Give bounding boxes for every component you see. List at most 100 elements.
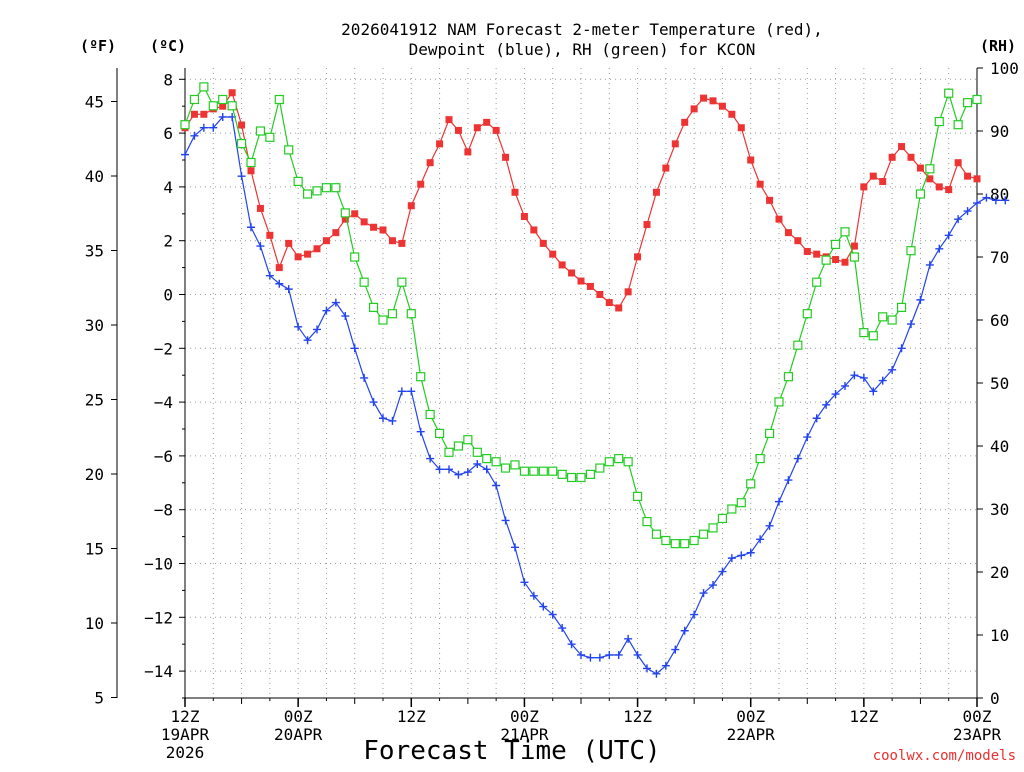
x-tick-label-time: 00Z bbox=[284, 707, 313, 726]
x-tick-label-time: 12Z bbox=[397, 707, 426, 726]
rh-point bbox=[896, 302, 907, 312]
temperature-point bbox=[454, 126, 462, 134]
dewpoint-point bbox=[407, 387, 416, 396]
rh-tick-label: 50 bbox=[990, 374, 1009, 393]
dewpoint-point bbox=[963, 207, 972, 216]
rh-point bbox=[595, 463, 605, 473]
rh-point bbox=[576, 472, 586, 483]
rh-point bbox=[717, 513, 728, 524]
dewpoint-point bbox=[671, 645, 680, 654]
dewpoint-point bbox=[841, 381, 849, 390]
dewpoint-point bbox=[633, 650, 642, 659]
temperature-point bbox=[916, 164, 924, 172]
dewpoint-point bbox=[737, 551, 746, 560]
rh-point bbox=[265, 132, 275, 142]
rh-point bbox=[293, 176, 303, 186]
rh-point bbox=[755, 454, 765, 464]
rh-tick-label: 40 bbox=[990, 437, 1009, 456]
celsius-tick-label: 2 bbox=[163, 232, 173, 251]
temperature-point bbox=[935, 183, 943, 191]
x-tick-label-time: 12Z bbox=[849, 707, 878, 726]
rh-point bbox=[774, 397, 784, 407]
dewpoint-point bbox=[784, 476, 793, 485]
dewpoint-point bbox=[859, 373, 868, 382]
dewpoint-point bbox=[793, 454, 802, 463]
dewpoint-point bbox=[907, 320, 915, 329]
rh-tick-label: 10 bbox=[990, 626, 1009, 645]
dewpoint-point bbox=[916, 295, 925, 304]
temperature-point bbox=[200, 110, 208, 118]
temperature-point bbox=[530, 226, 538, 234]
fahrenheit-tick-label: 25 bbox=[85, 391, 104, 410]
rh-point bbox=[350, 252, 360, 262]
rh-point bbox=[444, 447, 454, 457]
dewpoint-point bbox=[822, 400, 831, 409]
rh-point bbox=[887, 315, 897, 325]
dewpoint-point bbox=[360, 373, 369, 382]
temperature-point bbox=[464, 148, 472, 156]
rh-point bbox=[246, 157, 256, 168]
temperature-point bbox=[624, 288, 632, 296]
temperature-point bbox=[803, 247, 811, 255]
temperature-point bbox=[407, 202, 415, 210]
rh-point bbox=[793, 340, 803, 350]
dewpoint-point bbox=[709, 581, 717, 590]
rh-point bbox=[274, 94, 284, 105]
dewpoint-point bbox=[661, 661, 670, 670]
dewpoint-point bbox=[322, 306, 331, 315]
dewpoint-point bbox=[652, 669, 661, 678]
rh-point bbox=[416, 372, 426, 382]
dewpoint-point bbox=[303, 336, 312, 345]
x-tick-label-date: 19APR bbox=[161, 725, 210, 744]
temperature-point bbox=[379, 226, 387, 234]
temperature-point bbox=[690, 105, 698, 113]
series-layer bbox=[180, 82, 1010, 678]
temperature-point bbox=[483, 118, 491, 126]
temperature-point bbox=[728, 110, 736, 118]
rh-tick-label: 30 bbox=[990, 500, 1009, 519]
dewpoint-point bbox=[501, 516, 510, 525]
celsius-tick-label: 4 bbox=[163, 178, 173, 197]
temperature-point bbox=[190, 110, 198, 118]
temperature-point bbox=[445, 116, 453, 124]
rh-point bbox=[670, 539, 680, 549]
rh-point bbox=[651, 529, 662, 539]
dewpoint-point bbox=[369, 398, 378, 407]
fahrenheit-tick-label: 30 bbox=[85, 316, 104, 335]
temperature-point bbox=[850, 242, 858, 250]
dewpoint-point bbox=[256, 242, 265, 251]
x-tick-label-date: 20APR bbox=[274, 725, 323, 744]
dewpoint-point bbox=[350, 344, 359, 353]
temperature-point bbox=[718, 102, 726, 110]
dewpoint-point bbox=[237, 172, 246, 181]
dewpoint-point bbox=[765, 521, 774, 530]
temperature-point bbox=[388, 237, 396, 245]
dewpoint-point bbox=[199, 123, 208, 132]
rh-point bbox=[378, 315, 388, 325]
celsius-units-label: (ºC) bbox=[150, 37, 186, 55]
temperature-point bbox=[577, 277, 585, 285]
rh-point bbox=[425, 409, 435, 420]
temperature-point bbox=[709, 97, 717, 105]
rh-point bbox=[548, 466, 558, 476]
dewpoint-point bbox=[605, 650, 614, 659]
rh-units-label: (RH) bbox=[980, 37, 1016, 55]
rh-point bbox=[463, 435, 473, 445]
temperature-point bbox=[473, 124, 481, 132]
x-tick-label-time: 00Z bbox=[510, 707, 539, 726]
rh-point bbox=[944, 88, 954, 98]
dewpoint-point bbox=[511, 543, 519, 552]
dewpoint-point bbox=[397, 387, 406, 396]
temperature-point bbox=[634, 253, 642, 261]
chart-title-line2: Dewpoint (blue), RH (green) for KCON bbox=[409, 40, 756, 59]
dewpoint-point bbox=[473, 459, 482, 468]
fahrenheit-tick-label: 35 bbox=[85, 242, 104, 261]
dewpoint-point bbox=[586, 653, 595, 662]
dewpoint-point bbox=[492, 481, 501, 490]
rh-point bbox=[708, 523, 718, 533]
rh-point bbox=[878, 312, 888, 322]
dewpoint-point bbox=[558, 624, 567, 633]
temperature-point bbox=[832, 256, 840, 264]
dewpoint-point bbox=[690, 610, 699, 619]
